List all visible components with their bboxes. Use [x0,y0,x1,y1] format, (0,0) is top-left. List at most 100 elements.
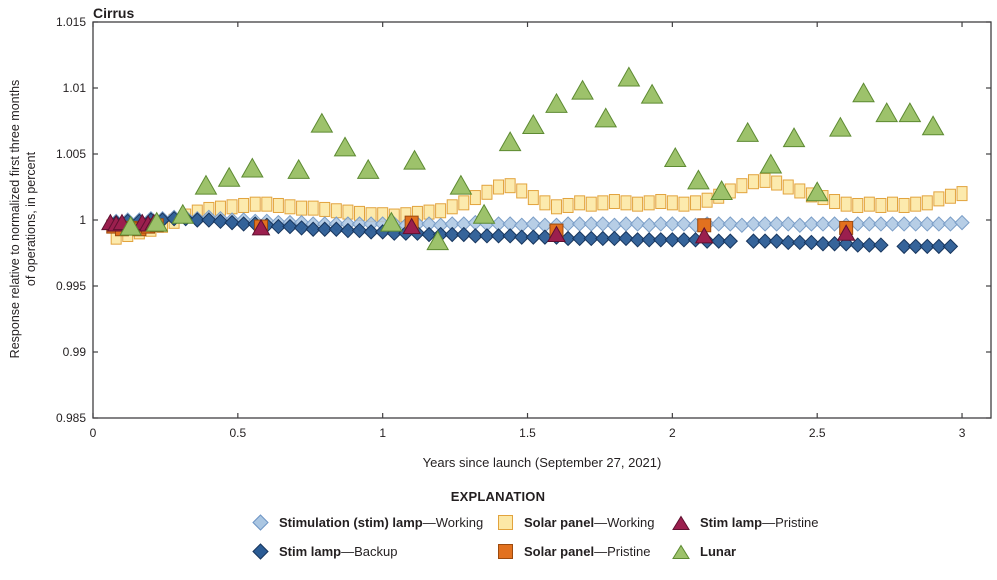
legend-item-solar-panel-working: Solar panel—Working [497,514,672,531]
y-tick-label: 0.985 [56,411,86,425]
legend-label: Lunar [700,544,737,559]
lunar-marker [921,115,945,136]
stim-lamp-pristine-marker [694,226,714,244]
solar-panel-working-marker [469,190,481,206]
stim-lamp-backup-marker [235,216,252,232]
solar-panel-working-marker [504,178,516,194]
solar-panel-working-marker [330,203,342,219]
stim-lamp-working-marker [907,216,924,232]
x-axis-label: Years since launch (September 27, 2021) [422,455,662,470]
lunar-marker [145,211,169,232]
lunar-marker [640,83,664,104]
stim-lamp-backup-marker [351,222,368,239]
legend-item-stim-lamp-pristine: Stim lamp—Pristine [672,514,852,531]
stim-lamp-working-marker [803,216,820,232]
stim-lamp-working-marker [861,216,878,232]
solar-panel-working-marker [249,196,261,212]
y-tick-label: 1.015 [56,15,86,29]
square-icon [498,515,513,530]
stim-lamp-working-marker [745,216,762,232]
chart-title: Cirrus [93,5,135,21]
stim-lamp-backup-marker [676,232,692,248]
legend-label: Solar panel—Working [524,515,655,530]
legend: EXPLANATION Stimulation (stim) lamp—Work… [252,489,852,560]
stim-lamp-working-marker [780,216,796,232]
stim-lamp-working-marker [768,216,785,232]
solar-panel-working-marker [296,200,308,216]
solar-panel-working-marker [272,197,284,213]
stim-lamp-backup-marker [456,226,472,243]
solar-panel-working-marker [307,200,319,216]
solar-panel-working-marker [550,199,562,215]
y-axis-label: Response relative to normalized first th… [7,19,39,419]
stim-lamp-backup-marker [907,238,924,255]
stim-lamp-pristine-marker [836,224,856,241]
x-tick-label: 1.5 [519,426,536,440]
stim-lamp-working-marker [664,216,681,232]
stim-lamp-backup-marker [270,218,287,235]
solar-panel-working-marker [736,178,748,194]
diamond-icon [252,543,269,560]
lunar-marker [782,127,806,148]
stim-lamp-working-marker [931,216,947,232]
legend-title: EXPLANATION [450,489,546,504]
stim-lamp-backup-marker [479,228,495,244]
lunar-marker [663,146,687,167]
x-tick-label: 2 [669,426,676,440]
lunar-marker [852,82,875,103]
solar-panel-working-marker [319,201,331,217]
solar-panel-working-marker [655,194,667,210]
legend-label: Stimulation (stim) lamp—Working [279,515,484,530]
stim-lamp-working-marker [896,216,912,232]
stim-lamp-backup-marker [525,229,542,245]
stim-lamp-backup-marker [571,230,588,247]
stim-lamp-backup-marker [896,238,912,255]
stim-lamp-backup-marker [780,234,796,251]
y-axis-label-line2: of operations, in percent [24,151,38,287]
lunar-marker [594,107,618,128]
solar-panel-working-marker [933,191,945,207]
stim-lamp-backup-marker [745,233,762,249]
solar-panel-working-marker [956,186,968,202]
stim-lamp-backup-marker [583,230,599,247]
solar-panel-working-marker [539,195,551,211]
stim-lamp-pristine-marker [547,225,566,243]
solar-panel-working-marker [944,188,956,204]
stim-lamp-working-marker [641,217,657,233]
plot-svg: 0 0.5 1 1.5 2 2.5 3 0.985 0.99 0.995 1 1.005 1.01 1.0… [56,15,992,440]
stim-lamp-backup-marker [606,230,623,247]
solar-panel-working-marker [898,197,910,213]
stim-lamp-working-marker [595,216,611,232]
stim-lamp-working-marker [815,216,831,232]
stim-lamp-working-marker [792,217,808,233]
solar-panel-working-marker [852,197,864,213]
lunar-marker [333,136,357,157]
lunar-marker [287,158,311,179]
solar-panel-working-marker [782,179,794,195]
stim-lamp-working-marker [734,217,750,233]
legend-label: Solar panel—Pristine [524,544,651,559]
lunar-marker [403,149,426,170]
lunar-marker [687,169,710,190]
x-tick-label: 2.5 [809,426,826,440]
solar-panel-working-marker [887,196,899,212]
stim-lamp-backup-marker [653,232,669,248]
lunar-marker [545,92,568,113]
stim-lamp-backup-marker [942,238,959,255]
solar-panel-working-marker [759,172,771,188]
stim-lamp-backup-marker [803,234,820,251]
solar-panel-working-marker [701,192,713,208]
solar-panel-working-marker [840,196,852,212]
y-tick-label: 1.01 [63,81,87,95]
solar-panel-working-marker [690,195,702,211]
lunar-marker [119,215,143,236]
solar-panel-working-marker [829,194,841,210]
solar-panel-working-marker [666,195,678,211]
stim-lamp-backup-marker [710,233,727,249]
x-tick-label: 0.5 [229,426,246,440]
legend-item-solar-panel-pristine: Solar panel—Pristine [497,543,672,560]
stim-lamp-backup-marker [722,233,738,249]
stim-lamp-working-marker [710,216,727,232]
stim-lamp-working-marker [606,217,623,233]
solar-panel-working-marker [643,195,655,211]
